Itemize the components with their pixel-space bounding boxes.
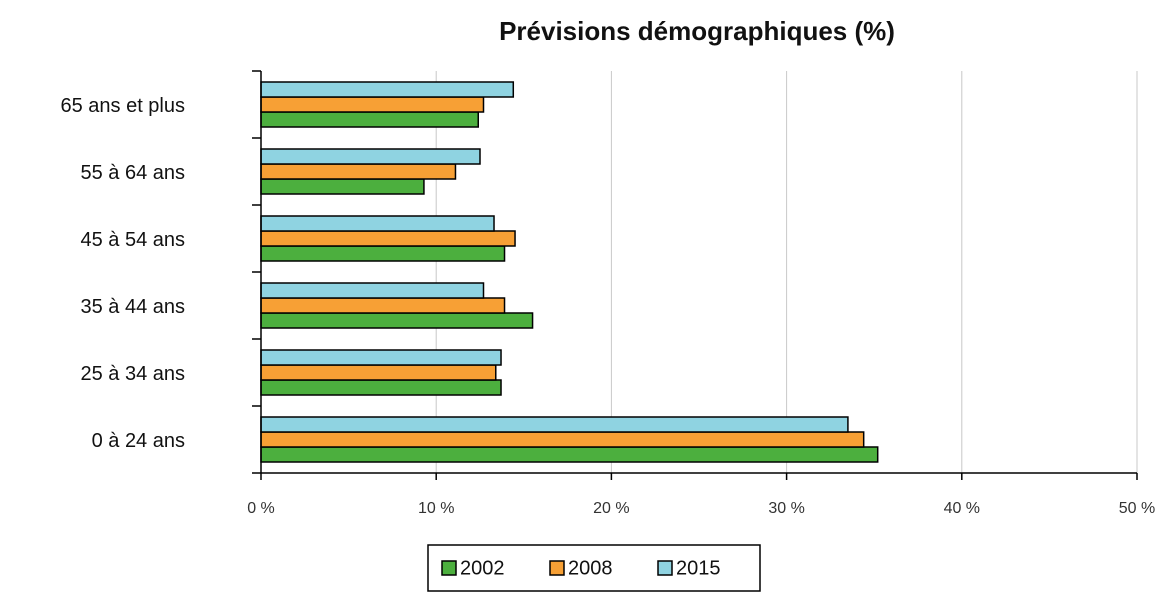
legend-box (427, 544, 761, 592)
x-tick-label: 10 % (418, 500, 454, 517)
bar (260, 111, 479, 128)
bar (260, 178, 425, 195)
y-tick-label: 65 ans et plus (60, 95, 185, 117)
legend-label: 2008 (568, 557, 613, 579)
bar (260, 148, 481, 165)
bar (260, 96, 485, 113)
legend-swatch (441, 560, 457, 576)
x-tick-label: 40 % (944, 500, 980, 517)
x-tick-label: 30 % (768, 500, 804, 517)
bar (260, 364, 497, 381)
y-tick-label: 0 à 24 ans (92, 430, 185, 452)
bar (260, 379, 502, 396)
x-tick-label: 20 % (593, 500, 629, 517)
legend-swatch (549, 560, 565, 576)
bar (260, 349, 502, 366)
legend-label: 2002 (460, 557, 505, 579)
x-tick-label: 0 % (247, 500, 275, 517)
bar (260, 431, 865, 448)
bar (260, 245, 506, 262)
bar (260, 230, 516, 247)
y-tick-label: 55 à 64 ans (80, 162, 185, 184)
bar (260, 416, 849, 433)
bar (260, 163, 457, 180)
bar (260, 282, 485, 299)
bar (260, 81, 515, 98)
bar (260, 297, 506, 314)
x-tick-label: 50 % (1119, 500, 1155, 517)
bar (260, 312, 534, 329)
bar (260, 215, 495, 232)
y-tick-label: 25 à 34 ans (80, 363, 185, 385)
bar (260, 446, 879, 463)
chart-title: Prévisions démographiques (%) (499, 16, 895, 46)
y-tick-label: 45 à 54 ans (80, 229, 185, 251)
legend-swatch (657, 560, 673, 576)
y-tick-label: 35 à 44 ans (80, 296, 185, 318)
legend-label: 2015 (676, 557, 721, 579)
